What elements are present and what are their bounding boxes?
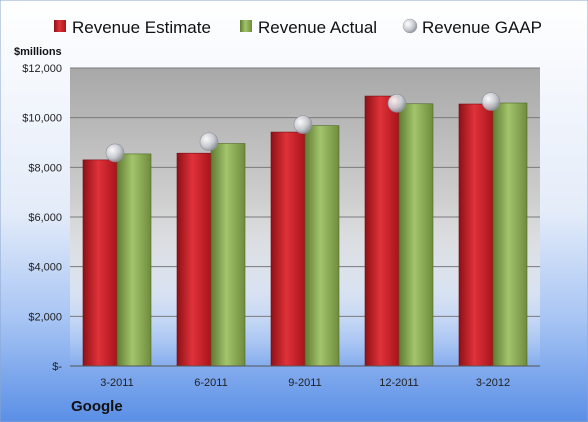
bar-revenue-actual: [492, 102, 528, 367]
gaap-markers: [105, 92, 501, 163]
x-tick-label: 3-2012: [476, 377, 510, 389]
bar-revenue-estimate: [82, 159, 118, 367]
bar-revenue-estimate: [270, 131, 306, 367]
bar-revenue-estimate: [176, 152, 212, 367]
marker-revenue-gaap: [105, 143, 125, 163]
bar-revenue-actual: [210, 143, 246, 367]
legend-swatch-estimate: [54, 20, 66, 32]
bar-revenue-actual: [116, 153, 152, 367]
y-tick-label: $6,000: [28, 212, 62, 224]
legend-swatch-actual: [240, 20, 252, 32]
y-tick-label: $4,000: [28, 262, 62, 274]
y-tick-label: $12,000: [22, 63, 62, 75]
legend: Revenue Estimate Revenue Actual Revenue …: [54, 18, 542, 37]
legend-label-actual: Revenue Actual: [258, 18, 377, 37]
bars: [82, 95, 528, 367]
marker-revenue-gaap: [481, 92, 501, 111]
legend-label-gaap: Revenue GAAP: [422, 18, 542, 37]
marker-revenue-gaap: [199, 132, 219, 152]
y-tick-label: $2,000: [28, 311, 62, 323]
marker-revenue-gaap: [293, 115, 313, 134]
legend-marker-gaap: [402, 18, 418, 34]
y-axis-unit-label: $millions: [14, 46, 62, 58]
bar-revenue-estimate: [364, 95, 400, 367]
y-axis-ticks: $- $2,000 $4,000 $6,000 $8,000 $10,000 $12,000: [22, 63, 62, 373]
company-label: Google: [71, 398, 123, 415]
x-tick-label: 6-2011: [194, 377, 227, 389]
x-tick-label: 9-2011: [288, 377, 321, 389]
bar-revenue-estimate: [458, 103, 494, 367]
y-tick-label: $-: [52, 361, 62, 373]
legend-label-estimate: Revenue Estimate: [72, 18, 211, 37]
marker-revenue-gaap: [387, 93, 407, 113]
x-tick-label: 12-2011: [379, 377, 419, 389]
y-tick-label: $8,000: [28, 162, 62, 174]
x-tick-label: 3-2011: [100, 377, 133, 389]
bar-revenue-actual: [304, 125, 340, 367]
y-tick-label: $10,000: [22, 113, 62, 125]
x-axis-ticks: 3-2011 6-2011 9-2011 12-2011 3-2012: [100, 377, 510, 389]
bar-revenue-actual: [398, 103, 434, 367]
